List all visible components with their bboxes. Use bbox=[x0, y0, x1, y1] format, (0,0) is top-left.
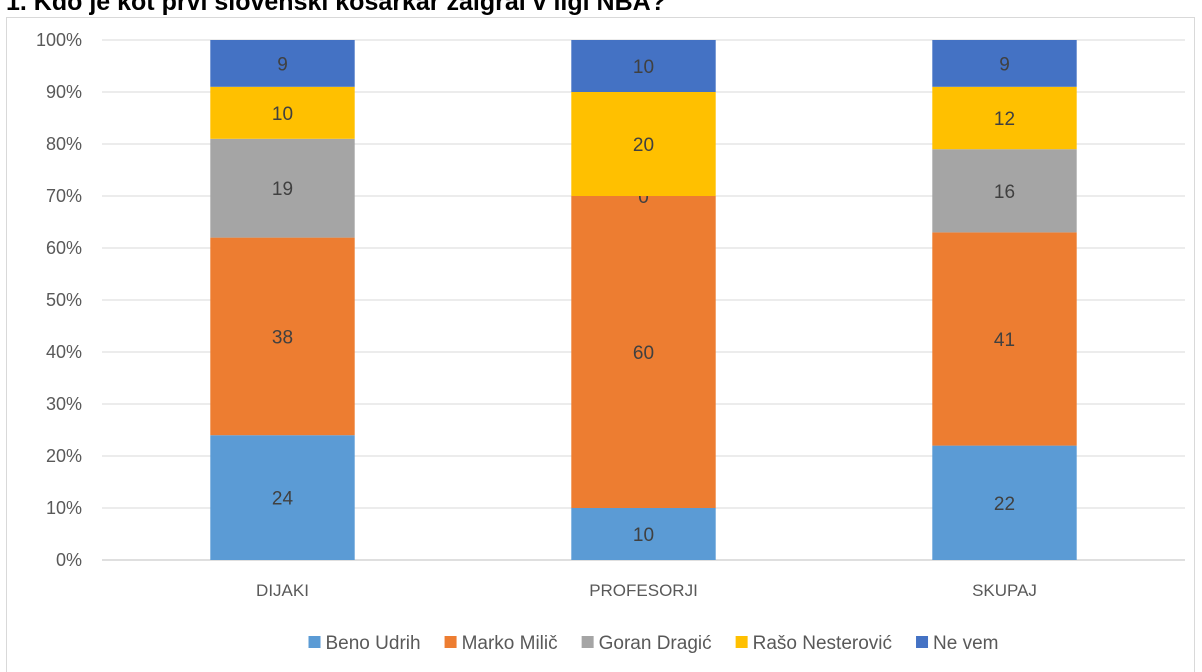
x-axis-labels: DIJAKI PROFESORJI SKUPAJ bbox=[256, 581, 1037, 600]
chart-title: 1. Kdo je kot prvi slovenski košarkar za… bbox=[6, 0, 666, 16]
bar-segment bbox=[210, 138, 355, 238]
legend-label: Ne vem bbox=[933, 633, 998, 654]
bar-segment bbox=[210, 40, 355, 87]
legend-label: Goran Dragić bbox=[599, 633, 712, 654]
bars: 24 38 19 10 9 10 60 0 20 10 22 41 16 12 9 bbox=[210, 40, 1077, 560]
y-tick-label: 70% bbox=[46, 186, 82, 206]
y-tick-label: 30% bbox=[46, 394, 82, 414]
data-label: 10 bbox=[633, 57, 654, 78]
y-tick-label: 90% bbox=[46, 82, 82, 102]
bar-segment bbox=[210, 237, 355, 436]
bar-segment bbox=[932, 149, 1077, 233]
y-tick-label: 20% bbox=[46, 446, 82, 466]
legend-label: Rašo Nesterović bbox=[753, 633, 892, 654]
legend: Beno Udrih Marko Milič Goran Dragić Rašo Ne… bbox=[308, 633, 998, 654]
x-tick-label: PROFESORJI bbox=[589, 581, 698, 600]
y-tick-label: 80% bbox=[46, 134, 82, 154]
bar-segment bbox=[932, 86, 1077, 150]
legend-label: Marko Milič bbox=[462, 633, 558, 654]
y-tick-label: 10% bbox=[46, 498, 82, 518]
legend-swatch bbox=[581, 636, 594, 648]
legend-label: Beno Udrih bbox=[326, 633, 421, 654]
data-label: 0 bbox=[638, 187, 649, 208]
y-tick-label: 60% bbox=[46, 238, 82, 258]
y-tick-label: 0% bbox=[56, 550, 82, 570]
bar-segment bbox=[571, 40, 716, 92]
bar-segment bbox=[571, 196, 716, 508]
y-tick-label: 40% bbox=[46, 342, 82, 362]
data-label: 60 bbox=[633, 343, 654, 364]
data-label: 12 bbox=[994, 109, 1015, 130]
y-tick-label: 50% bbox=[46, 290, 82, 310]
legend-swatch bbox=[308, 636, 321, 648]
bar-segment bbox=[932, 232, 1077, 446]
data-label: 10 bbox=[633, 525, 654, 546]
data-label: 22 bbox=[994, 494, 1015, 515]
y-tick-label: 100% bbox=[36, 30, 82, 50]
data-label: 24 bbox=[272, 489, 294, 510]
bar-segment bbox=[210, 86, 355, 139]
bar-segment bbox=[932, 445, 1077, 560]
data-label: 38 bbox=[272, 327, 293, 348]
data-label: 9 bbox=[999, 54, 1010, 75]
legend-swatch bbox=[916, 636, 929, 648]
bar-segment bbox=[210, 435, 355, 560]
bar-segment bbox=[932, 40, 1077, 87]
bar-segment bbox=[571, 508, 716, 560]
x-tick-label: DIJAKI bbox=[256, 581, 309, 600]
data-label: 41 bbox=[994, 330, 1015, 351]
bar-segment bbox=[571, 92, 716, 196]
data-label: 20 bbox=[633, 135, 654, 156]
x-tick-label: SKUPAJ bbox=[972, 581, 1037, 600]
legend-swatch bbox=[735, 636, 748, 648]
data-label: 19 bbox=[272, 179, 293, 200]
y-axis-labels: 0% 10% 20% 30% 40% 50% 60% 70% 80% 90% 100% bbox=[36, 30, 82, 570]
data-label: 10 bbox=[272, 104, 293, 125]
legend-swatch bbox=[444, 636, 457, 648]
data-label: 16 bbox=[994, 182, 1015, 203]
data-label: 9 bbox=[277, 54, 288, 75]
